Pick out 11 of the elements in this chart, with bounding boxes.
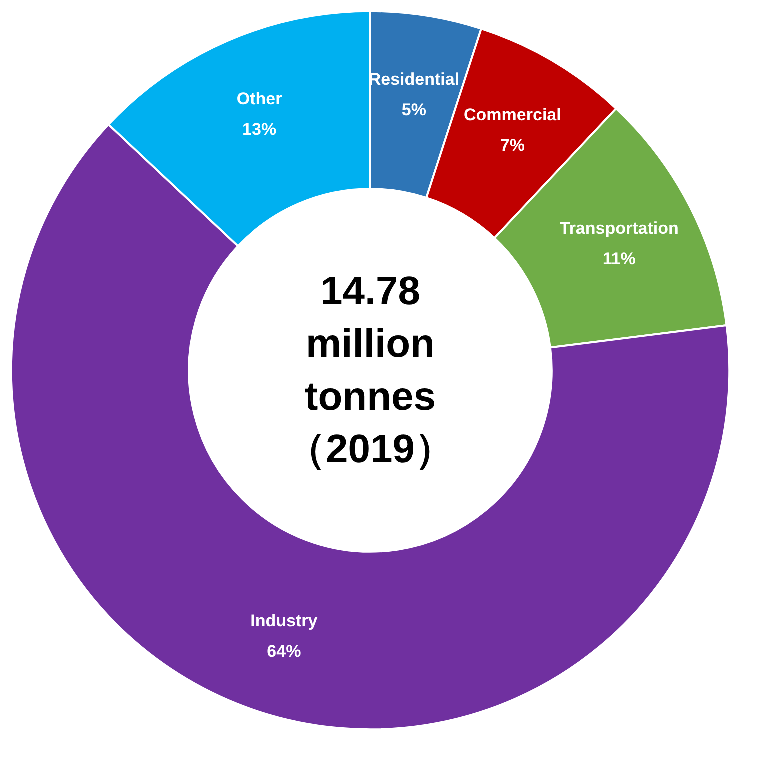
slice-label: Residential <box>368 70 460 89</box>
data-label: 64% <box>267 642 302 661</box>
data-label: 5% <box>402 100 426 120</box>
slice-label: Transportation <box>560 218 679 238</box>
data-label: 7% <box>500 136 525 155</box>
text: 14.78 million tonnes （2019） <box>286 269 455 472</box>
data-label: 11% <box>602 249 636 268</box>
slice-label: Commercial <box>464 105 562 124</box>
slice-label: Other <box>236 89 283 108</box>
data-label: 13% <box>242 120 277 139</box>
slice-label: Industry <box>250 611 318 630</box>
